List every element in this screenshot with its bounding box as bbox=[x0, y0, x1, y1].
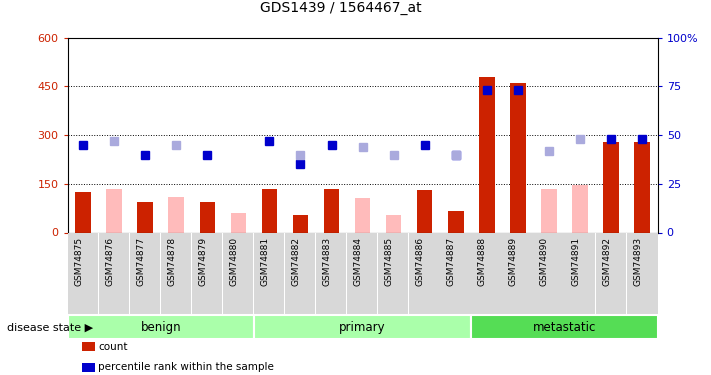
Bar bbox=[386, 214, 402, 232]
Bar bbox=[448, 211, 464, 232]
Text: GSM74875: GSM74875 bbox=[74, 237, 83, 286]
Bar bbox=[510, 83, 525, 232]
Bar bbox=[417, 190, 432, 232]
Text: GSM74888: GSM74888 bbox=[478, 237, 487, 286]
Text: GSM74877: GSM74877 bbox=[137, 237, 145, 286]
Bar bbox=[572, 185, 588, 232]
Text: GSM74879: GSM74879 bbox=[198, 237, 208, 286]
Bar bbox=[262, 189, 277, 232]
Text: primary: primary bbox=[339, 321, 386, 334]
Text: GDS1439 / 1564467_at: GDS1439 / 1564467_at bbox=[260, 1, 422, 15]
Text: GSM74880: GSM74880 bbox=[230, 237, 238, 286]
Bar bbox=[230, 213, 246, 232]
Bar bbox=[200, 202, 215, 232]
Text: GSM74884: GSM74884 bbox=[353, 237, 363, 286]
Bar bbox=[604, 141, 619, 232]
Bar bbox=[169, 197, 184, 232]
Text: GSM74889: GSM74889 bbox=[509, 237, 518, 286]
Text: GSM74876: GSM74876 bbox=[105, 237, 114, 286]
Text: GSM74883: GSM74883 bbox=[323, 237, 331, 286]
Text: count: count bbox=[98, 342, 127, 352]
Bar bbox=[75, 192, 91, 232]
Text: GSM74885: GSM74885 bbox=[385, 237, 394, 286]
Text: GSM74878: GSM74878 bbox=[167, 237, 176, 286]
Bar bbox=[386, 216, 402, 232]
Bar bbox=[541, 189, 557, 232]
Text: metastatic: metastatic bbox=[533, 321, 597, 334]
Text: GSM74892: GSM74892 bbox=[602, 237, 611, 286]
Bar bbox=[355, 198, 370, 232]
Bar bbox=[324, 189, 339, 232]
Text: GSM74893: GSM74893 bbox=[633, 237, 642, 286]
Text: GSM74881: GSM74881 bbox=[260, 237, 269, 286]
Text: percentile rank within the sample: percentile rank within the sample bbox=[98, 363, 274, 372]
Bar bbox=[634, 141, 650, 232]
Text: benign: benign bbox=[140, 321, 181, 334]
Text: GSM74886: GSM74886 bbox=[416, 237, 424, 286]
Text: disease state ▶: disease state ▶ bbox=[7, 322, 93, 332]
Bar bbox=[137, 202, 153, 232]
Bar bbox=[107, 189, 122, 232]
Bar bbox=[293, 214, 309, 232]
Bar bbox=[479, 76, 495, 232]
Text: GSM74887: GSM74887 bbox=[447, 237, 456, 286]
Text: GSM74890: GSM74890 bbox=[540, 237, 549, 286]
Text: GSM74882: GSM74882 bbox=[292, 237, 301, 286]
Text: GSM74891: GSM74891 bbox=[571, 237, 580, 286]
